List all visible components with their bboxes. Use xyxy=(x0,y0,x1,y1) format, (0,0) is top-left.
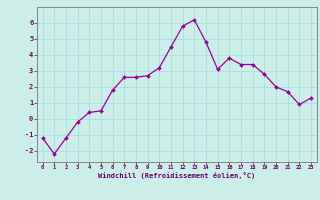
X-axis label: Windchill (Refroidissement éolien,°C): Windchill (Refroidissement éolien,°C) xyxy=(98,172,255,179)
